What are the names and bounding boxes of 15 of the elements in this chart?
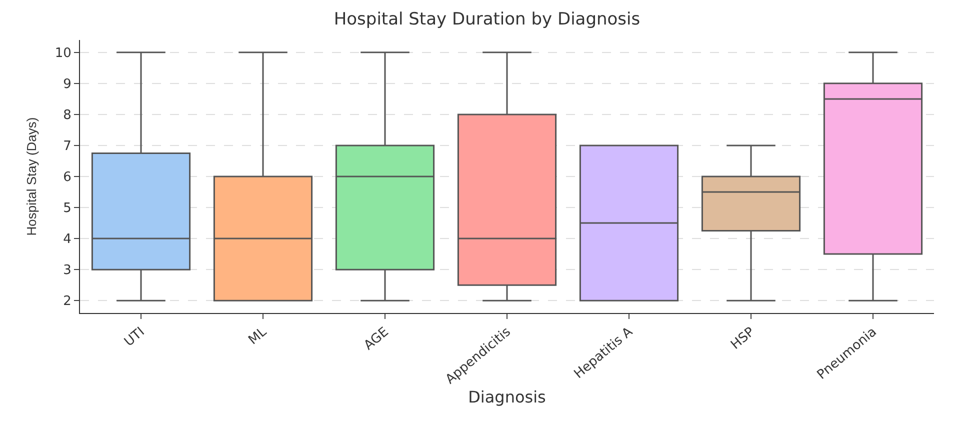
- y-tick-label: 9: [63, 76, 72, 92]
- y-tick-label: 3: [63, 263, 72, 278]
- y-tick-label: 7: [63, 139, 72, 154]
- y-tick-label: 6: [63, 170, 72, 186]
- y-tick-label: 8: [63, 108, 72, 123]
- x-axis-title: Diagnosis: [468, 387, 546, 406]
- x-tick-label: HSP: [728, 324, 758, 353]
- y-tick-label: 4: [63, 232, 72, 248]
- y-tick-label: 5: [63, 201, 72, 216]
- x-tick-label: ML: [246, 324, 270, 348]
- chart-title: Hospital Stay Duration by Diagnosis: [334, 10, 640, 30]
- y-axis-title: Hospital Stay (Days): [24, 117, 39, 236]
- x-tick-label: UTI: [122, 324, 148, 350]
- y-tick-label: 2: [63, 294, 72, 310]
- y-tick-label: 10: [54, 46, 72, 61]
